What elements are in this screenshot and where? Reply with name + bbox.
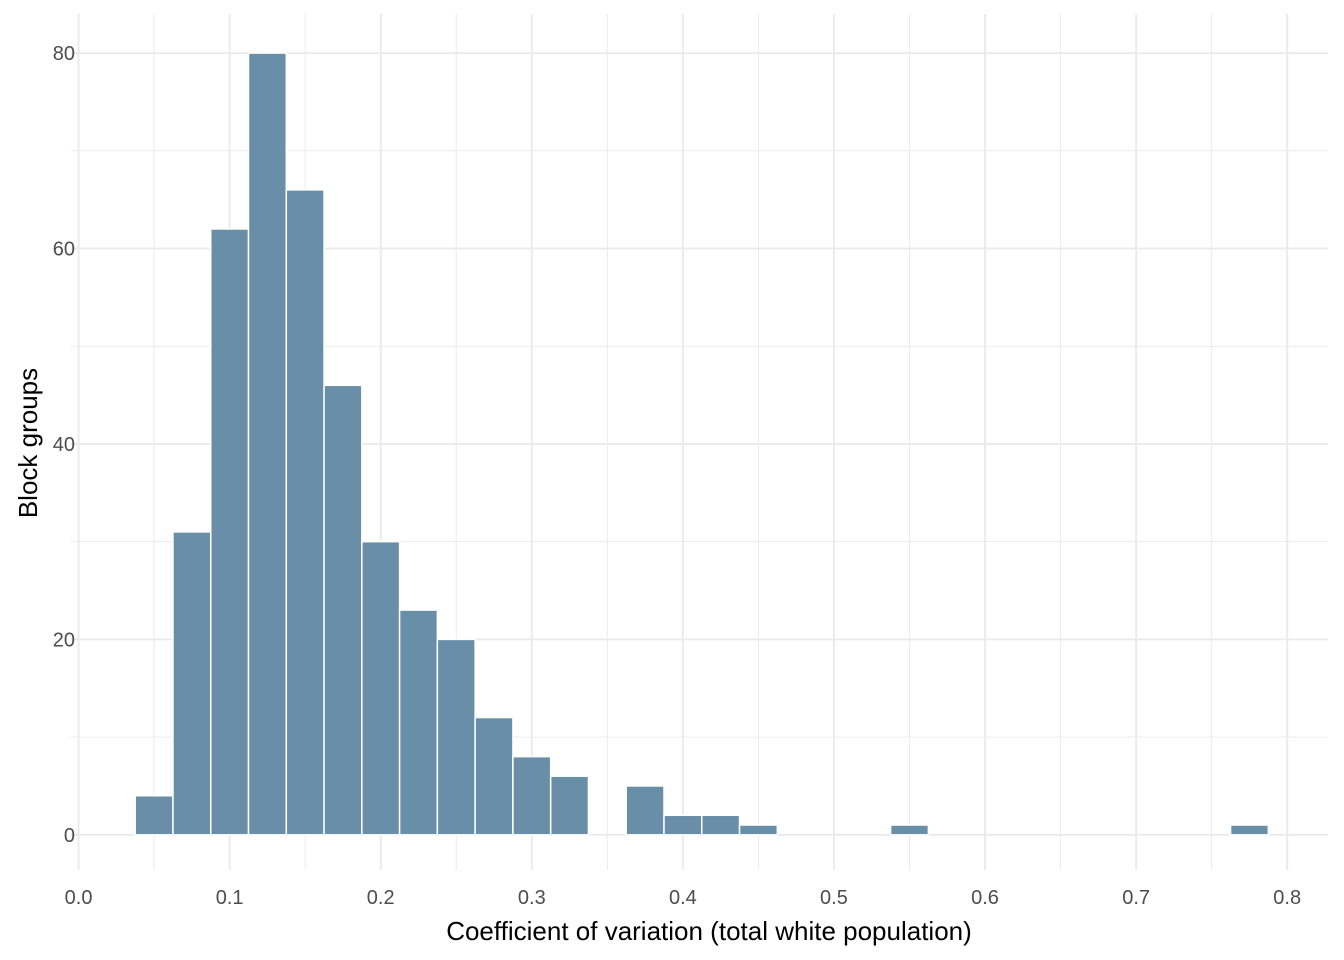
histogram-bar <box>625 785 665 836</box>
y-axis-title: Block groups <box>13 368 43 518</box>
histogram-bar <box>663 814 703 836</box>
histogram-bar <box>285 189 325 836</box>
y-axis-ticks: 0 20 40 60 80 <box>53 43 75 847</box>
histogram-bar <box>172 531 212 836</box>
y-tick-label: 20 <box>53 629 75 651</box>
histogram-bar <box>1229 824 1270 836</box>
histogram-bar <box>134 794 174 836</box>
x-axis-ticks: 0.0 0.1 0.2 0.3 0.4 0.5 0.6 0.7 0.8 <box>65 887 1301 909</box>
y-tick-label: 0 <box>64 825 75 847</box>
x-tick-label: 0.6 <box>971 887 999 909</box>
x-tick-label: 0.0 <box>65 887 93 909</box>
x-tick-label: 0.4 <box>669 887 697 909</box>
histogram-bar <box>436 638 476 836</box>
y-tick-label: 80 <box>53 43 75 65</box>
histogram-bar <box>247 52 288 836</box>
histogram-bar <box>738 824 779 836</box>
histogram-bar <box>398 609 439 836</box>
histogram-bar <box>889 824 930 836</box>
x-axis-title: Coefficient of variation (total white po… <box>446 916 972 946</box>
y-tick-label: 60 <box>53 239 75 261</box>
x-tick-label: 0.5 <box>820 887 848 909</box>
histogram-bar <box>512 755 552 836</box>
histogram-bar <box>210 228 250 836</box>
histogram-bar <box>474 716 514 836</box>
bars <box>134 52 1270 836</box>
histogram-bar <box>701 814 741 836</box>
y-tick-label: 40 <box>53 434 75 456</box>
x-tick-label: 0.7 <box>1122 887 1150 909</box>
histogram-bar <box>323 384 363 836</box>
histogram-bar <box>361 540 401 836</box>
x-tick-label: 0.2 <box>367 887 395 909</box>
x-tick-label: 0.3 <box>518 887 546 909</box>
histogram-bar <box>549 775 590 836</box>
x-tick-label: 0.1 <box>216 887 244 909</box>
x-tick-label: 0.8 <box>1273 887 1301 909</box>
